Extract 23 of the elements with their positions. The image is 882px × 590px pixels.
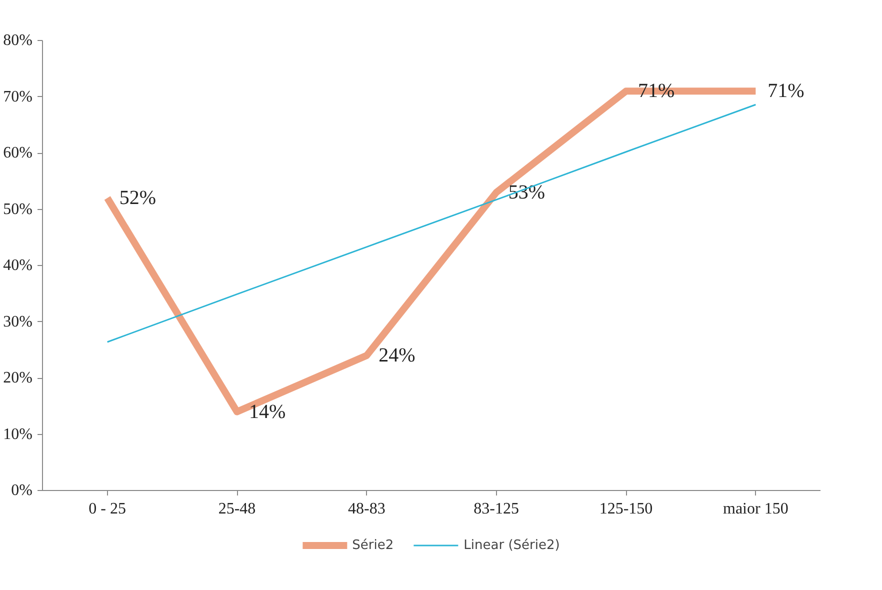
y-tick-label: 30%: [3, 313, 32, 330]
x-tick-label: 83-125: [474, 500, 519, 518]
x-tick-label: maior 150: [723, 500, 788, 518]
line-series: [106, 104, 756, 343]
legend-label: Linear (Série2): [464, 538, 560, 552]
y-tick-label: 0%: [11, 482, 32, 499]
y-tick-label: 40%: [3, 257, 32, 274]
y-tick-label: 50%: [3, 200, 32, 218]
data-label: 24%: [378, 344, 416, 366]
data-label: 14%: [249, 400, 286, 423]
x-tick-label: 25-48: [218, 500, 256, 518]
data-label: 71%: [768, 80, 804, 102]
y-tick-label: 70%: [3, 88, 32, 106]
x-tick-label: 48-83: [348, 500, 386, 518]
y-tick-label: 60%: [3, 144, 32, 162]
x-tick-label: 125-150: [599, 500, 653, 518]
y-tick-label: 20%: [3, 370, 32, 386]
y-tick-label: 80%: [3, 32, 32, 49]
data-label: 52%: [119, 187, 156, 209]
x-tick-label: 0 - 25: [88, 500, 126, 518]
legend-label: Série2: [352, 538, 394, 552]
y-tick-label: 10%: [3, 426, 32, 443]
data-label: 53%: [508, 181, 546, 204]
